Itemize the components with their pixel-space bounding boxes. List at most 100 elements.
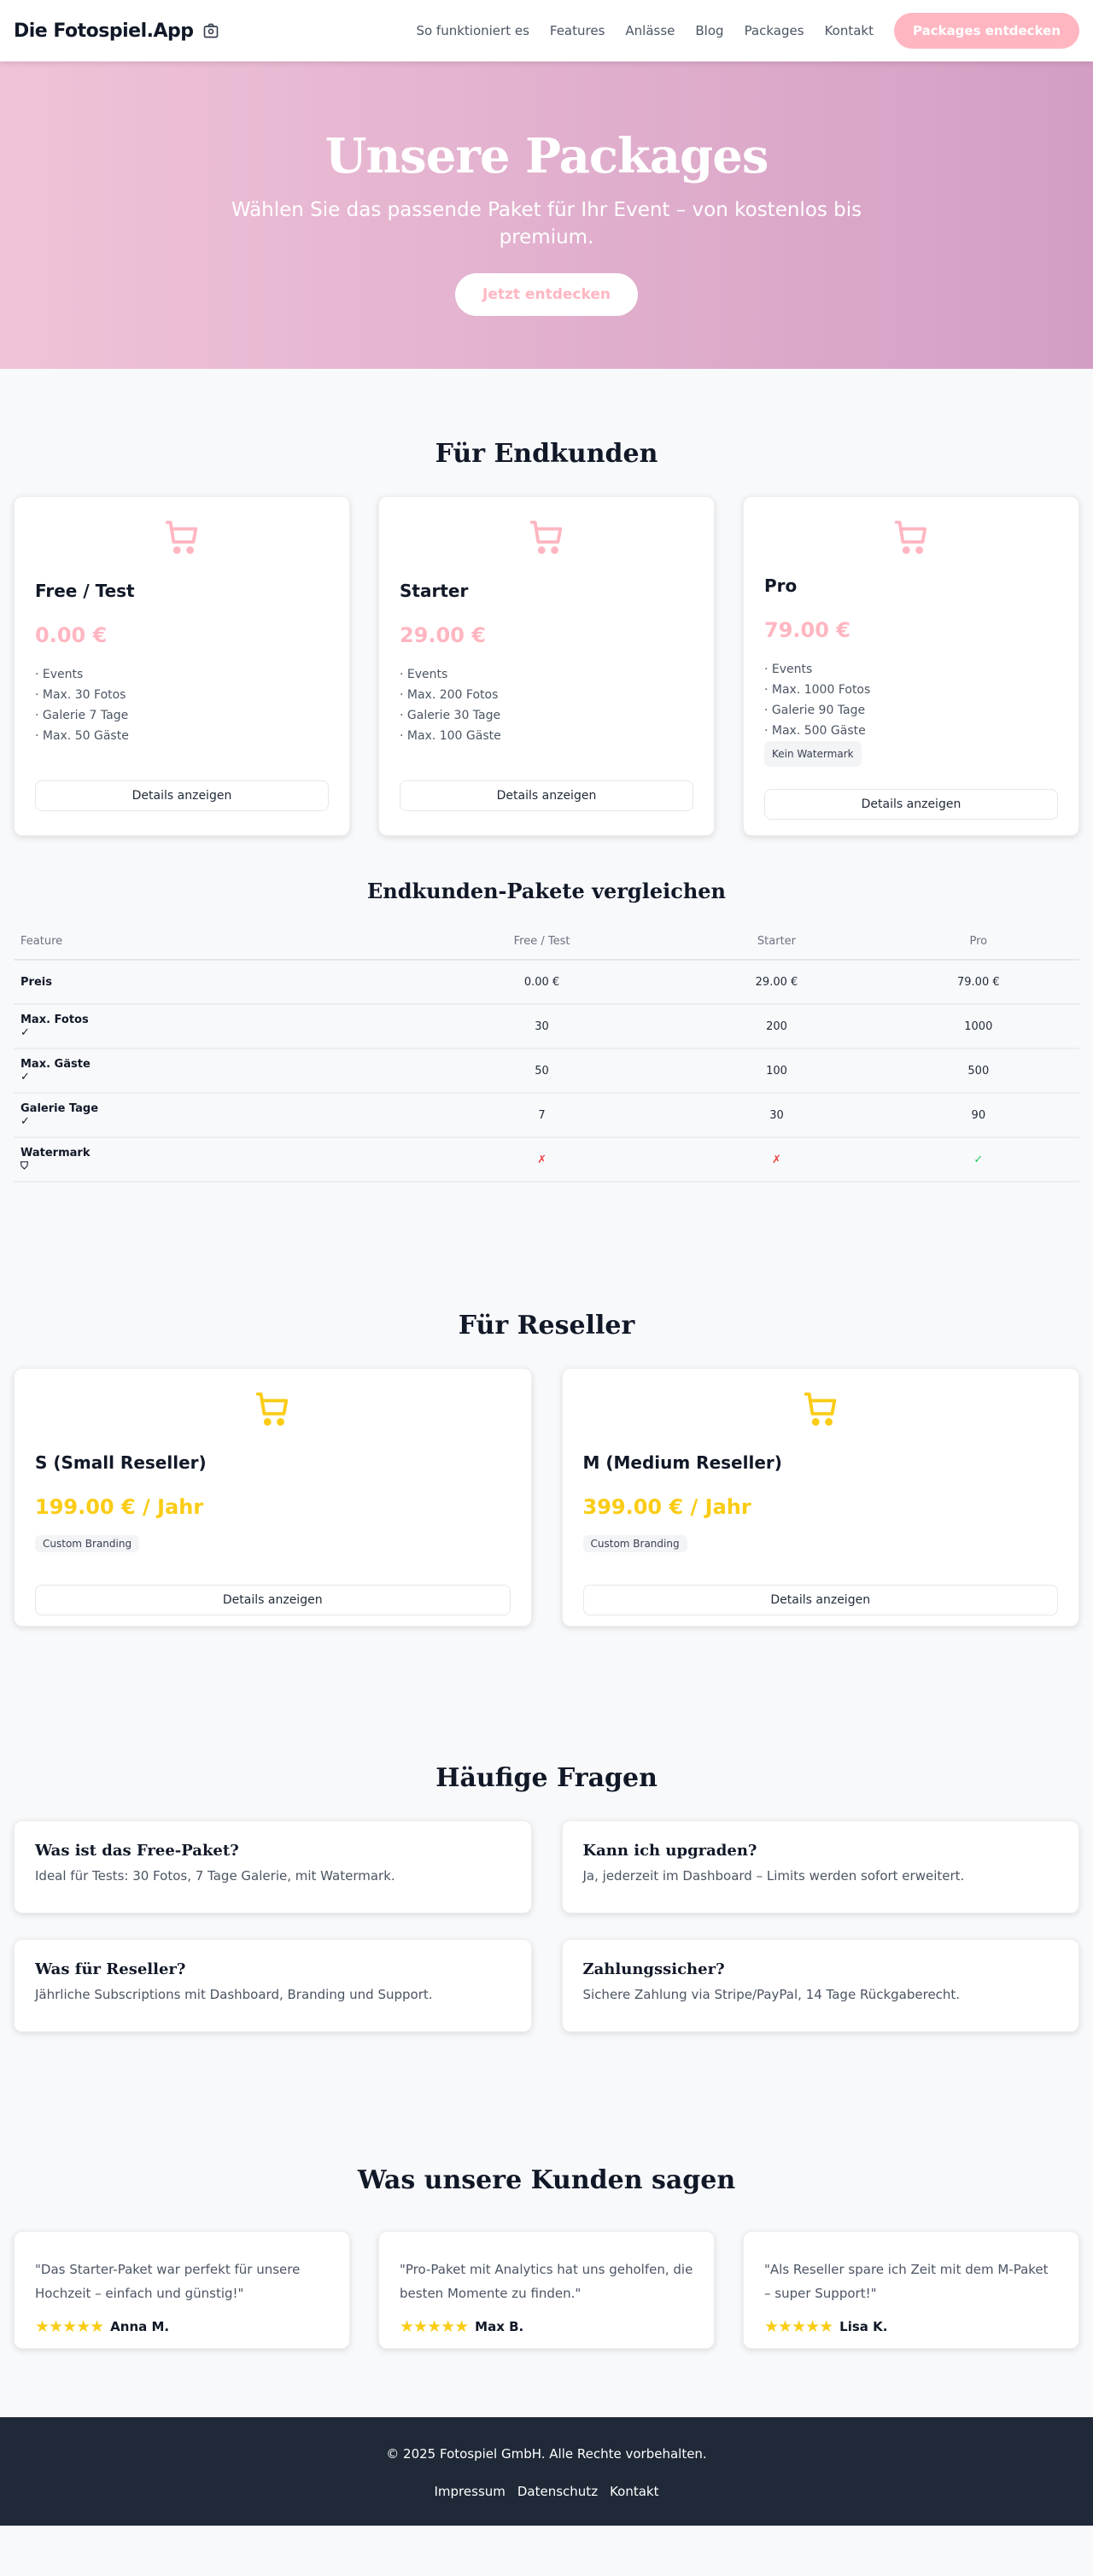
cart-icon	[894, 520, 927, 554]
feature-item: · Events	[35, 668, 84, 681]
reseller-card: S (Small Reseller) 199.00 € / Jahr Custo…	[14, 1368, 532, 1627]
row-label: Watermark	[20, 1147, 91, 1159]
faq-question: Zahlungssicher?	[582, 1960, 725, 1978]
nav-link-how[interactable]: So funktioniert es	[416, 23, 529, 38]
package-name: Pro	[764, 575, 798, 596]
nav-link-features[interactable]: Features	[549, 23, 605, 38]
table-row: Max. Fotos ✓ 30 200 1000	[14, 1004, 1079, 1049]
feature-item: · Max. 100 Gäste	[400, 729, 501, 743]
package-name: M (Medium Reseller)	[582, 1452, 782, 1473]
star-rating-icon: ★★★★★	[35, 2317, 104, 2336]
table-cell: ✓	[877, 1137, 1079, 1183]
testimonial-author: Anna M.	[110, 2319, 170, 2334]
nav-link-contact[interactable]: Kontakt	[824, 23, 874, 38]
footer: © 2025 Fotospiel GmbH. Alle Rechte vorbe…	[0, 2417, 1093, 2526]
table-cell: 79.00 €	[877, 960, 1079, 1005]
hero-subtitle: Wählen Sie das passende Paket für Ihr Ev…	[231, 199, 862, 248]
table-cell: 30	[407, 1004, 676, 1049]
compare-title: Endkunden-Pakete vergleichen	[367, 879, 726, 903]
package-name: S (Small Reseller)	[35, 1452, 207, 1473]
compare-table: Feature Free / Test Starter Pro Preis 0.00 €2…	[14, 924, 1079, 1183]
table-cell: 90	[877, 1093, 1079, 1138]
check-icon: ✓	[20, 1026, 30, 1039]
faq-item: Was für Reseller? Jährliche Subscriptions…	[14, 1939, 532, 2032]
nav-link-occasions[interactable]: Anlässe	[625, 23, 675, 38]
package-price: 79.00 €	[764, 618, 850, 642]
faq-title: Häufige Fragen	[435, 1763, 658, 1793]
footer-link-impressum[interactable]: Impressum	[434, 2484, 506, 2499]
table-cell: 7	[407, 1093, 676, 1138]
feature-badge: Custom Branding	[35, 1535, 140, 1552]
faq-item: Zahlungssicher? Sichere Zahlung via Strip…	[561, 1939, 1079, 2032]
table-cell: ✗	[407, 1137, 676, 1183]
feature-item: · Max. 50 Gäste	[35, 729, 129, 743]
table-row: Galerie Tage ✓ 7 30 90	[14, 1093, 1079, 1138]
testimonial-text: "Das Starter-Paket war perfekt für unser…	[35, 2262, 301, 2301]
column-header: Free / Test	[407, 924, 676, 961]
table-cell: 1000	[877, 1004, 1079, 1049]
package-name: Starter	[400, 581, 469, 601]
row-label: Preis	[20, 975, 52, 989]
check-icon: ✓	[20, 1115, 30, 1128]
table-row: Preis 0.00 €29.00 €79.00 €	[14, 960, 1079, 1005]
feature-badge: Kein Watermark	[764, 741, 862, 767]
package-price: 29.00 €	[400, 623, 486, 647]
details-button[interactable]: Details anzeigen	[764, 789, 1058, 820]
nav-link-packages[interactable]: Packages	[744, 23, 804, 38]
hero: Unsere Packages Wählen Sie das passende …	[0, 61, 1093, 369]
feature-item: · Max. 1000 Fotos	[764, 683, 871, 697]
cart-icon	[256, 1392, 289, 1426]
details-button[interactable]: Details anzeigen	[35, 1585, 511, 1615]
star-rating-icon: ★★★★★	[400, 2317, 469, 2336]
testimonial-card: "Als Reseller spare ich Zeit mit dem M-P…	[743, 2231, 1079, 2349]
table-row: Max. Gäste ✓ 50 100 500	[14, 1049, 1079, 1094]
feature-item: · Max. 30 Fotos	[35, 688, 126, 702]
faq-question: Kann ich upgraden?	[582, 1842, 757, 1860]
nav-link-blog[interactable]: Blog	[695, 23, 724, 38]
details-button[interactable]: Details anzeigen	[35, 780, 329, 811]
feature-item: · Events	[400, 668, 448, 681]
column-header: Pro	[877, 924, 1079, 961]
feature-item: · Max. 200 Fotos	[400, 688, 499, 702]
footer-link-datenschutz[interactable]: Datenschutz	[517, 2484, 599, 2499]
packages-cta-button[interactable]: Packages entdecken	[893, 13, 1079, 49]
table-cell: 50	[407, 1049, 676, 1094]
faq-answer: Sichere Zahlung via Stripe/PayPal, 14 Ta…	[582, 1987, 961, 2002]
camera-icon	[203, 23, 218, 38]
table-cell: 0.00 €	[407, 960, 676, 1005]
row-label: Max. Gäste	[20, 1058, 91, 1071]
testimonial-text: "Als Reseller spare ich Zeit mit dem M-P…	[764, 2262, 1049, 2301]
footer-link-kontakt[interactable]: Kontakt	[610, 2484, 659, 2499]
package-card: Starter 29.00 € · Events · Max. 200 Fotos…	[378, 496, 715, 836]
faq-answer: Ja, jederzeit im Dashboard – Limits werd…	[582, 1868, 965, 1884]
feature-item: · Events	[764, 663, 813, 676]
logo[interactable]: Die Fotospiel.App	[14, 20, 219, 42]
testimonial-card: "Pro-Paket mit Analytics hat uns geholfe…	[378, 2231, 715, 2349]
package-card: Free / Test 0.00 € · Events · Max. 30 Fot…	[14, 496, 350, 836]
copyright: © 2025 Fotospiel GmbH. Alle Rechte vorbe…	[386, 2446, 707, 2462]
feature-item: · Galerie 30 Tage	[400, 709, 501, 722]
faq-answer: Ideal für Tests: 30 Fotos, 7 Tage Galeri…	[35, 1868, 395, 1884]
hero-cta-button[interactable]: Jetzt entdecken	[455, 273, 638, 316]
table-cell: 500	[877, 1049, 1079, 1094]
cart-icon	[804, 1392, 836, 1426]
testimonials-title: Was unsere Kunden sagen	[357, 2165, 736, 2195]
hero-title: Unsere Packages	[324, 128, 769, 184]
star-rating-icon: ★★★★★	[764, 2317, 833, 2336]
reseller-title: Für Reseller	[458, 1311, 635, 1341]
table-cell: ✗	[675, 1137, 878, 1183]
package-card: Pro 79.00 € · Events · Max. 1000 Fotos · G…	[743, 496, 1079, 836]
navbar: Die Fotospiel.App So funktioniert es Fea…	[0, 0, 1093, 61]
testimonial-author: Lisa K.	[839, 2319, 888, 2334]
details-button[interactable]: Details anzeigen	[582, 1585, 1058, 1615]
feature-item: · Max. 500 Gäste	[764, 724, 866, 738]
details-button[interactable]: Details anzeigen	[400, 780, 693, 811]
package-price: 0.00 €	[35, 623, 108, 647]
logo-text: Die Fotospiel.App	[14, 20, 194, 42]
package-price: 199.00 € / Jahr	[35, 1495, 204, 1519]
cart-icon	[165, 520, 198, 554]
column-header: Starter	[675, 924, 878, 961]
testimonial-text: "Pro-Paket mit Analytics hat uns geholfe…	[400, 2262, 693, 2301]
cart-icon	[529, 520, 563, 554]
table-row: Watermark ⛉ ✗ ✗ ✓	[14, 1137, 1079, 1183]
